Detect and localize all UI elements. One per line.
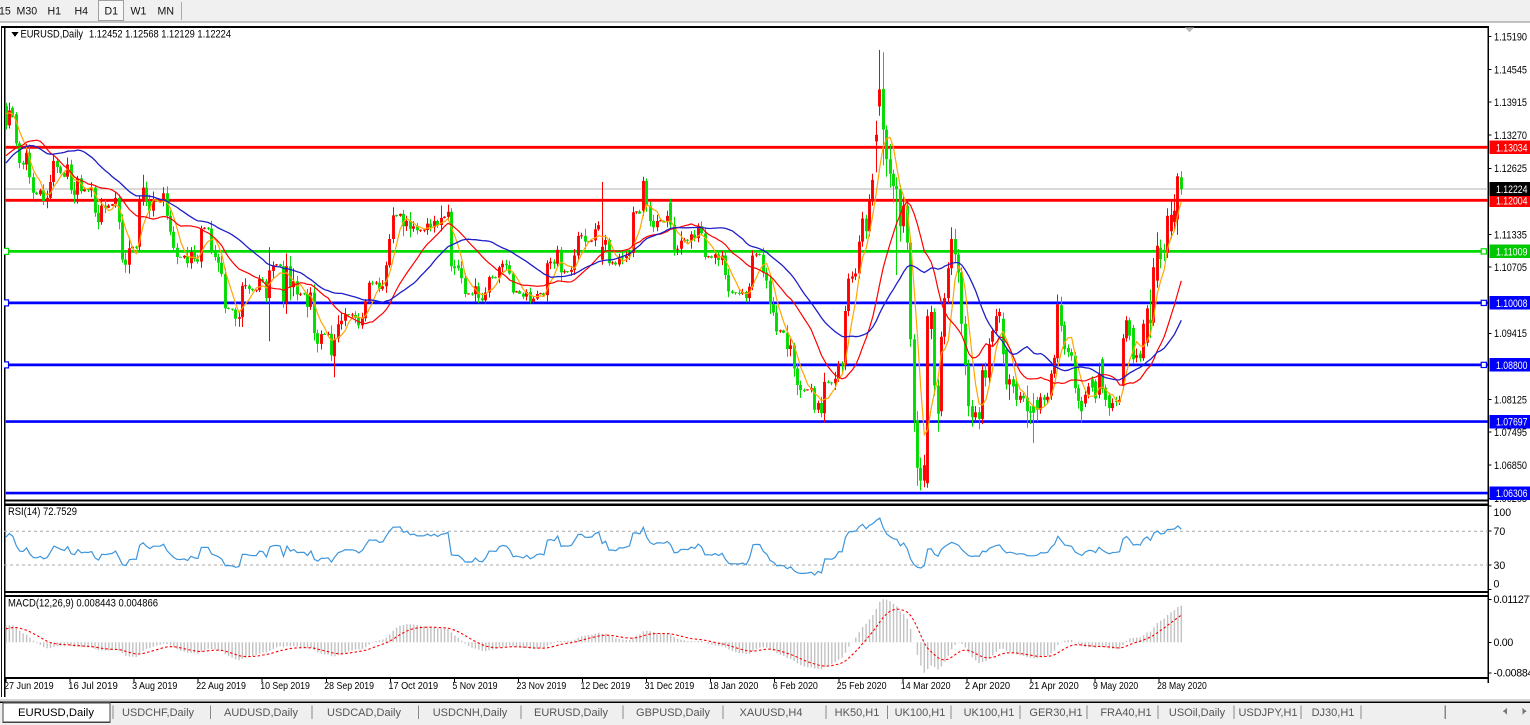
svg-text:-0.0088450: -0.0088450 xyxy=(1494,668,1530,680)
svg-text:1.13270: 1.13270 xyxy=(1494,130,1527,142)
svg-text:USDCAD,Daily: USDCAD,Daily xyxy=(327,707,401,719)
svg-text:1.12625: 1.12625 xyxy=(1494,163,1527,175)
svg-text:D1: D1 xyxy=(105,6,119,18)
svg-text:30: 30 xyxy=(1494,560,1506,572)
svg-text:1.12004: 1.12004 xyxy=(1496,195,1528,207)
svg-text:12 Dec 2019: 12 Dec 2019 xyxy=(581,681,631,692)
svg-text:FRA40,H1: FRA40,H1 xyxy=(1100,707,1151,719)
svg-text:2 Apr 2020: 2 Apr 2020 xyxy=(965,681,1010,692)
svg-text:15: 15 xyxy=(0,6,11,18)
svg-text:USDCNH,Daily: USDCNH,Daily xyxy=(433,707,508,719)
svg-text:0.00: 0.00 xyxy=(1494,637,1514,649)
svg-text:HK50,H1: HK50,H1 xyxy=(835,707,880,719)
svg-text:1.07495: 1.07495 xyxy=(1494,427,1527,439)
svg-text:70: 70 xyxy=(1494,526,1506,538)
svg-text:17 Oct 2019: 17 Oct 2019 xyxy=(388,681,438,692)
svg-text:M30: M30 xyxy=(17,6,38,18)
svg-text:USDJPY,H1: USDJPY,H1 xyxy=(1238,707,1297,719)
svg-text:W1: W1 xyxy=(131,6,147,18)
svg-text:10 Sep 2019: 10 Sep 2019 xyxy=(260,681,310,692)
svg-text:9 May 2020: 9 May 2020 xyxy=(1093,681,1138,692)
svg-text:XAUUSD,H4: XAUUSD,H4 xyxy=(740,707,803,719)
svg-text:EURUSD,Daily: EURUSD,Daily xyxy=(534,707,608,719)
svg-text:14 Mar 2020: 14 Mar 2020 xyxy=(901,681,951,692)
svg-text:H4: H4 xyxy=(75,6,89,18)
svg-text:1.13915: 1.13915 xyxy=(1494,97,1527,109)
svg-text:1.15190: 1.15190 xyxy=(1494,31,1527,43)
svg-text:1.10705: 1.10705 xyxy=(1494,262,1527,274)
svg-text:1.13034: 1.13034 xyxy=(1496,142,1528,154)
svg-text:1.14545: 1.14545 xyxy=(1494,65,1527,77)
svg-text:28 May 2020: 28 May 2020 xyxy=(1157,681,1207,692)
svg-text:1.08125: 1.08125 xyxy=(1494,394,1527,406)
svg-text:AUDUSD,Daily: AUDUSD,Daily xyxy=(224,707,298,719)
svg-text:1.06850: 1.06850 xyxy=(1494,460,1527,472)
svg-text:28 Sep 2019: 28 Sep 2019 xyxy=(324,681,374,692)
svg-text:GER30,H1: GER30,H1 xyxy=(1029,707,1082,719)
svg-text:21 Apr 2020: 21 Apr 2020 xyxy=(1029,681,1079,692)
svg-text:H1: H1 xyxy=(48,6,62,18)
svg-text:1.08800: 1.08800 xyxy=(1496,360,1528,372)
svg-text:1.12224: 1.12224 xyxy=(1496,184,1528,196)
svg-text:EURUSD,Daily: EURUSD,Daily xyxy=(21,28,84,40)
svg-text:6 Feb 2020: 6 Feb 2020 xyxy=(773,681,818,692)
svg-text:1.11009: 1.11009 xyxy=(1496,246,1528,258)
svg-text:UK100,H1: UK100,H1 xyxy=(964,707,1015,719)
svg-text:23 Nov 2019: 23 Nov 2019 xyxy=(517,681,567,692)
svg-text:EURUSD,Daily: EURUSD,Daily xyxy=(18,707,94,719)
svg-text:1.06306: 1.06306 xyxy=(1496,488,1528,500)
svg-text:USOil,Daily: USOil,Daily xyxy=(1169,707,1226,719)
svg-text:16 Jul 2019: 16 Jul 2019 xyxy=(68,681,118,692)
svg-text:27 Jun 2019: 27 Jun 2019 xyxy=(4,681,54,692)
svg-text:5 Nov 2019: 5 Nov 2019 xyxy=(452,681,497,692)
svg-text:UK100,H1: UK100,H1 xyxy=(895,707,946,719)
svg-text:MN: MN xyxy=(158,6,174,18)
svg-text:31 Dec 2019: 31 Dec 2019 xyxy=(645,681,695,692)
svg-text:25 Feb 2020: 25 Feb 2020 xyxy=(837,681,887,692)
svg-text:1.11335: 1.11335 xyxy=(1494,229,1527,241)
svg-text:GBPUSD,Daily: GBPUSD,Daily xyxy=(636,707,710,719)
svg-text:3 Aug 2019: 3 Aug 2019 xyxy=(132,681,177,692)
svg-text:RSI(14) 72.7529: RSI(14) 72.7529 xyxy=(8,506,77,518)
svg-text:USDCHF,Daily: USDCHF,Daily xyxy=(122,707,195,719)
svg-text:0.0112770: 0.0112770 xyxy=(1494,594,1530,606)
svg-text:100: 100 xyxy=(1494,507,1512,519)
svg-text:1.10008: 1.10008 xyxy=(1496,298,1528,310)
svg-text:1.07697: 1.07697 xyxy=(1496,417,1528,429)
svg-text:DJ30,H1: DJ30,H1 xyxy=(1312,707,1355,719)
svg-text:22 Aug 2019: 22 Aug 2019 xyxy=(196,681,246,692)
svg-text:18 Jan 2020: 18 Jan 2020 xyxy=(709,681,759,692)
svg-text:MACD(12,26,9) 0.008443 0.00486: MACD(12,26,9) 0.008443 0.004866 xyxy=(8,598,158,610)
svg-text:0: 0 xyxy=(1494,578,1500,590)
svg-text:1.12452 1.12568 1.12129 1.1222: 1.12452 1.12568 1.12129 1.12224 xyxy=(89,28,231,40)
svg-text:1.09415: 1.09415 xyxy=(1494,328,1527,340)
